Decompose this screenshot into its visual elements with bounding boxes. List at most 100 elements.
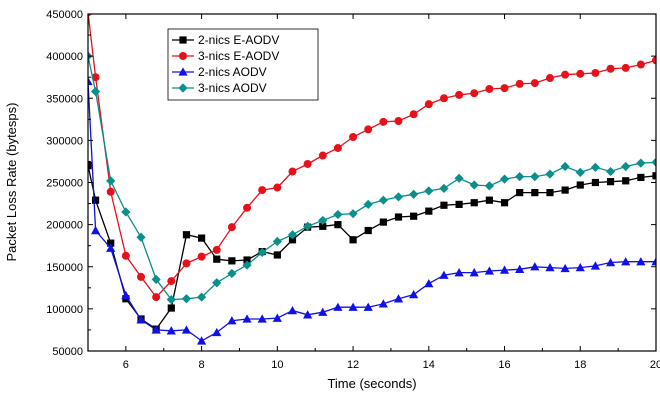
data-point xyxy=(652,172,656,180)
data-point xyxy=(530,172,540,182)
data-point xyxy=(242,314,252,323)
data-point xyxy=(409,189,419,199)
data-point xyxy=(637,173,645,182)
data-point xyxy=(621,161,631,172)
data-point xyxy=(227,223,236,232)
data-point xyxy=(393,294,404,303)
data-point xyxy=(318,215,328,226)
data-point xyxy=(561,186,569,194)
y-axis: 50000 100000 150000 200000 250000 300000 35000… xyxy=(46,9,656,358)
data-point xyxy=(530,262,540,271)
data-point xyxy=(166,295,176,305)
data-point xyxy=(136,232,146,242)
data-point xyxy=(439,183,449,193)
data-point xyxy=(636,257,646,266)
data-point xyxy=(455,90,464,99)
data-point xyxy=(622,177,630,185)
y-tick-label: 300000 xyxy=(46,135,83,147)
data-point xyxy=(152,293,161,302)
data-point xyxy=(379,117,388,126)
data-point xyxy=(469,268,479,277)
data-point xyxy=(484,181,494,191)
legend-marker xyxy=(178,83,188,93)
data-point xyxy=(560,263,570,273)
legend-item: 3-nics AODV xyxy=(172,81,267,95)
x-tick-label: 18 xyxy=(574,359,586,371)
data-point xyxy=(257,314,267,323)
data-point xyxy=(621,63,630,72)
data-point xyxy=(212,245,221,254)
x-tick-label: 16 xyxy=(498,359,510,371)
data-point xyxy=(106,187,115,196)
x-axis-title: Time (seconds) xyxy=(327,376,416,391)
data-point xyxy=(349,133,358,142)
data-point xyxy=(590,162,601,172)
data-point xyxy=(576,181,584,189)
y-tick-label: 50000 xyxy=(52,346,83,358)
data-point xyxy=(88,162,92,170)
series-3-nics-e-aodv xyxy=(88,14,656,302)
data-point xyxy=(605,166,616,177)
data-point xyxy=(454,173,464,183)
data-point xyxy=(470,89,479,98)
legend-item: 2-nics AODV xyxy=(172,65,267,79)
x-tick-label: 10 xyxy=(271,359,283,371)
data-point xyxy=(167,304,175,312)
data-point xyxy=(378,195,388,205)
data-point xyxy=(121,290,131,300)
data-point xyxy=(454,268,464,277)
y-tick-label: 200000 xyxy=(46,220,83,232)
data-point xyxy=(499,174,510,184)
legend-label: 3-nics AODV xyxy=(198,81,267,95)
data-point xyxy=(319,222,327,230)
data-point xyxy=(425,207,433,215)
data-point xyxy=(91,196,100,204)
data-point xyxy=(181,325,192,334)
data-point xyxy=(90,225,101,235)
data-point xyxy=(484,266,494,275)
data-point xyxy=(545,169,555,179)
y-tick-label: 250000 xyxy=(46,178,83,190)
series-2-nics-aodv xyxy=(88,76,656,345)
data-point xyxy=(273,183,282,192)
data-point xyxy=(575,262,585,272)
data-point xyxy=(167,277,176,286)
data-point xyxy=(106,243,116,252)
data-point xyxy=(515,79,524,88)
data-point xyxy=(273,251,281,259)
data-point xyxy=(272,236,282,247)
data-point xyxy=(198,234,206,242)
data-point xyxy=(545,74,554,83)
data-point xyxy=(227,316,237,325)
data-point xyxy=(424,100,433,109)
data-point xyxy=(243,203,252,212)
data-point xyxy=(212,327,222,337)
data-point xyxy=(137,272,146,281)
data-point xyxy=(561,70,570,79)
data-point xyxy=(394,116,403,125)
data-point xyxy=(409,110,418,119)
data-point xyxy=(287,305,298,315)
data-point xyxy=(378,299,388,308)
legend-item: 3-nics E-AODV xyxy=(172,49,279,63)
data-point xyxy=(515,172,525,182)
data-point xyxy=(166,326,176,335)
data-point xyxy=(379,218,387,226)
y-tick-label: 150000 xyxy=(46,262,83,274)
y-tick-label: 350000 xyxy=(46,93,83,105)
data-point xyxy=(606,178,615,186)
x-axis: 6 8 10 12 14 16 18 20 xyxy=(87,14,660,371)
data-point xyxy=(212,278,222,288)
data-point xyxy=(636,60,645,69)
data-point xyxy=(393,192,404,202)
data-point xyxy=(333,143,342,152)
data-point xyxy=(470,199,478,207)
y-axis-title: Packet Loss Rate (bytesps) xyxy=(4,103,19,262)
y-tick-label: 450000 xyxy=(46,9,83,21)
y-tick-label: 400000 xyxy=(46,51,83,63)
series-2-nics-e-aodv xyxy=(88,162,656,333)
data-point xyxy=(107,239,115,247)
data-point xyxy=(243,256,251,264)
